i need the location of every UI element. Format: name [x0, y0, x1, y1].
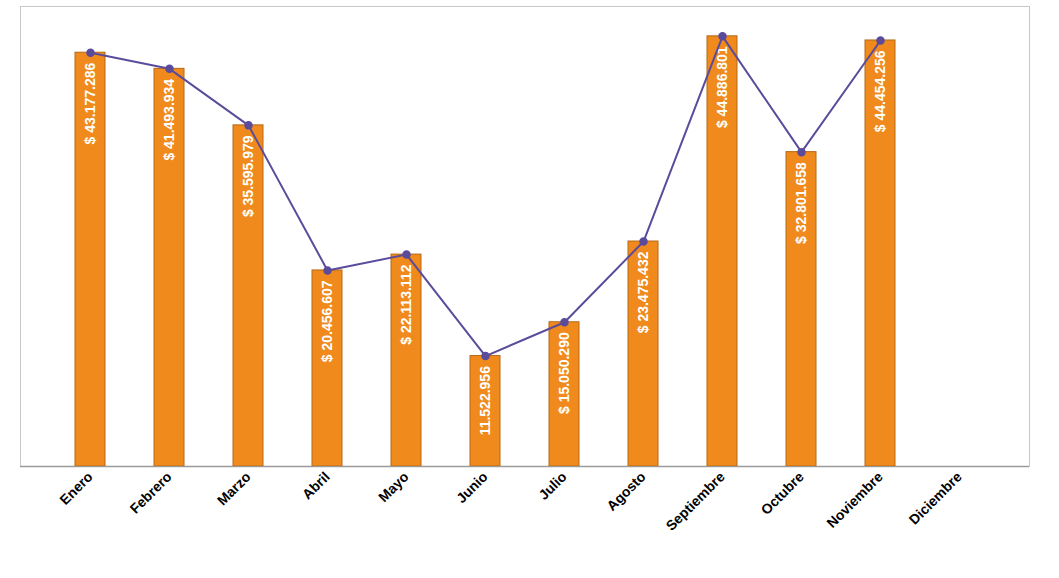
svg-text:$ 22.113.112: $ 22.113.112	[398, 264, 414, 344]
svg-text:Agosto: Agosto	[603, 468, 648, 513]
svg-text:$ 44.454.256: $ 44.454.256	[872, 50, 888, 132]
svg-text:11.522.956: 11.522.956	[477, 366, 493, 436]
svg-text:Julio: Julio	[535, 468, 569, 502]
svg-text:Junio: Junio	[453, 468, 491, 506]
svg-text:Mayo: Mayo	[375, 468, 412, 505]
svg-text:$ 23.475.432: $ 23.475.432	[635, 251, 651, 333]
svg-text:Abril: Abril	[299, 468, 333, 502]
svg-text:Septiembre: Septiembre	[663, 468, 728, 533]
svg-text:Marzo: Marzo	[214, 468, 254, 508]
svg-text:$ 41.493.934: $ 41.493.934	[161, 79, 177, 161]
svg-text:$ 43.177.286: $ 43.177.286	[82, 63, 98, 145]
svg-text:$ 32.801.658: $ 32.801.658	[793, 162, 809, 244]
svg-text:Octubre: Octubre	[758, 468, 807, 517]
svg-text:Diciembre: Diciembre	[906, 468, 965, 527]
svg-text:$ 15.050.290: $ 15.050.290	[556, 332, 572, 414]
svg-text:Noviembre: Noviembre	[823, 468, 886, 531]
svg-text:Febrero: Febrero	[127, 468, 175, 516]
svg-text:$ 44.886.801: $ 44.886.801	[714, 46, 730, 128]
svg-text:$ 20.456.607: $ 20.456.607	[319, 280, 335, 362]
svg-text:$ 35.595.979: $ 35.595.979	[240, 135, 256, 217]
svg-text:Enero: Enero	[56, 468, 95, 507]
